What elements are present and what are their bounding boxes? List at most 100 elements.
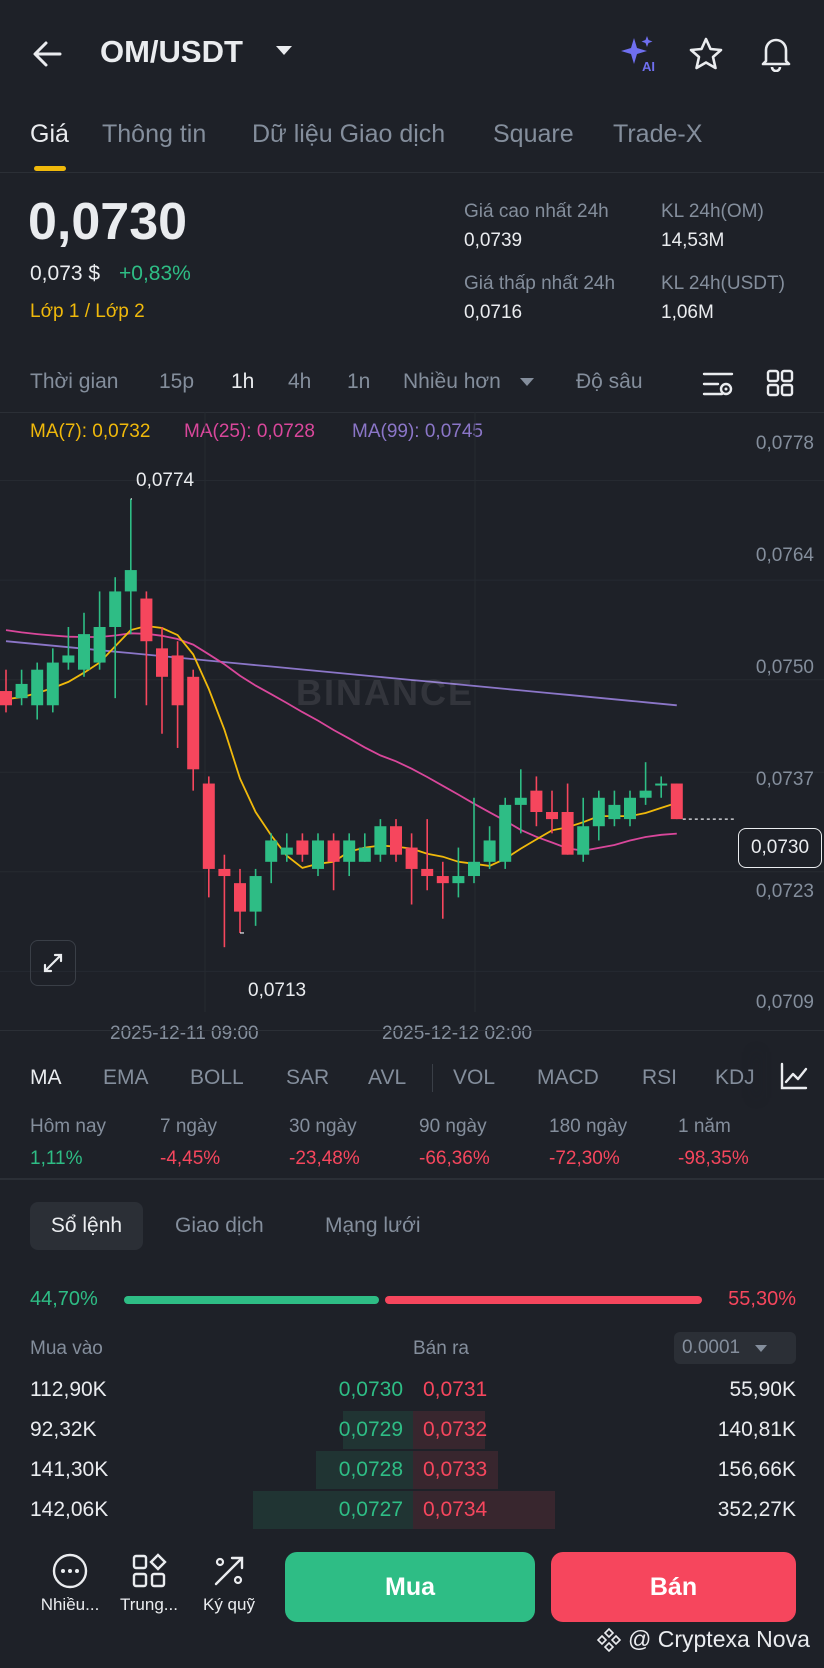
ask-depth-bar xyxy=(413,1411,485,1449)
tf-4h[interactable]: 4h xyxy=(288,370,312,393)
perf-value: -23,48% xyxy=(289,1148,360,1169)
bid-depth-bar xyxy=(316,1451,413,1489)
candle-body xyxy=(468,861,480,877)
indicator-ema[interactable]: EMA xyxy=(103,1066,149,1089)
ask-price[interactable]: 0,0732 xyxy=(423,1418,488,1441)
indicator-kdj[interactable]: KDJ xyxy=(715,1066,755,1089)
candle-body xyxy=(93,627,106,663)
y-tick: 0,0778 xyxy=(755,433,814,454)
low-24h-value: 0,0716 xyxy=(464,302,523,323)
bid-qty: 142,06K xyxy=(30,1498,109,1521)
overlay-watermark: @ Cryptexa Nova xyxy=(596,1626,810,1653)
pair-title[interactable]: OM/USDT xyxy=(100,34,243,69)
candle-body xyxy=(670,783,683,820)
tf-time[interactable]: Thời gian xyxy=(30,370,119,393)
ask-qty: 140,81K xyxy=(717,1418,796,1441)
buy-column-label: Mua vào xyxy=(30,1338,103,1359)
tab-info[interactable]: Thông tin xyxy=(102,120,207,148)
center-button[interactable]: Trung... xyxy=(113,1552,185,1615)
candle-body xyxy=(499,804,512,862)
candle-body xyxy=(561,812,574,855)
bid-qty: 112,90K xyxy=(30,1378,107,1401)
candlestick-chart[interactable] xyxy=(0,412,824,1032)
ma25-line xyxy=(5,629,677,852)
bid-depth-bar xyxy=(253,1491,413,1529)
sell-button[interactable]: Bán xyxy=(551,1552,796,1622)
perf-value: -4,45% xyxy=(160,1148,221,1169)
y-tick: 0,0750 xyxy=(755,657,814,678)
binance-watermark: BINANCE xyxy=(296,672,475,713)
ask-qty: 55,90K xyxy=(729,1378,796,1401)
tab-price[interactable]: Giá xyxy=(30,120,69,148)
tab-trades[interactable]: Giao dịch xyxy=(175,1214,264,1237)
ask-depth-bar xyxy=(413,1451,498,1489)
perf-label: 180 ngày xyxy=(549,1116,628,1137)
ask-depth-bar xyxy=(413,1491,555,1529)
indicator-vol[interactable]: VOL xyxy=(453,1066,496,1089)
tf-1d[interactable]: 1n xyxy=(347,370,371,393)
tab-trade-x[interactable]: Trade-X xyxy=(613,120,703,148)
tf-more[interactable]: Nhiều hơn xyxy=(403,370,501,393)
indicator-sar[interactable]: SAR xyxy=(286,1066,330,1089)
ask-price[interactable]: 0,0731 xyxy=(423,1378,488,1401)
ai-sparkle-icon[interactable]: AI xyxy=(618,34,660,74)
ma99-line xyxy=(5,640,677,707)
bid-price[interactable]: 0,0728 xyxy=(338,1458,403,1481)
tab-network[interactable]: Mạng lưới xyxy=(325,1214,421,1237)
indicator-macd[interactable]: MACD xyxy=(537,1066,599,1089)
vol-om-value: 14,53M xyxy=(661,230,725,251)
perf-label: 90 ngày xyxy=(419,1116,487,1137)
precision-value: 0.0001 xyxy=(682,1337,741,1358)
x-tick: 2025-12-11 09:00 xyxy=(110,1023,259,1044)
indicator-rsi[interactable]: RSI xyxy=(642,1066,678,1089)
candle-body xyxy=(546,812,558,820)
usd-price: 0,073 $ xyxy=(30,262,101,285)
pair-dropdown-icon[interactable] xyxy=(274,44,294,58)
precision-select[interactable]: 0.0001 xyxy=(674,1332,796,1364)
chevron-down-icon xyxy=(755,1344,768,1352)
ask-price[interactable]: 0,0734 xyxy=(423,1498,488,1521)
fullscreen-button[interactable] xyxy=(30,940,76,986)
tf-depth[interactable]: Độ sâu xyxy=(576,370,643,393)
tab-order-book[interactable]: Sổ lệnh xyxy=(30,1202,143,1250)
y-tick: 0,0764 xyxy=(755,545,814,566)
fade xyxy=(766,1052,767,1098)
bid-price[interactable]: 0,0729 xyxy=(338,1418,403,1441)
grid-icon xyxy=(132,1553,167,1588)
indicator-ma[interactable]: MA xyxy=(30,1066,62,1089)
layout-grid-icon[interactable] xyxy=(766,369,794,397)
candle-body xyxy=(655,783,668,786)
bid-price[interactable]: 0,0727 xyxy=(338,1498,403,1521)
star-icon[interactable] xyxy=(688,36,724,72)
tab-trading-data[interactable]: Dữ liệu Giao dịch xyxy=(252,120,446,148)
back-arrow-icon[interactable] xyxy=(30,36,66,72)
tf-1h[interactable]: 1h xyxy=(231,370,255,393)
more-button[interactable]: Nhiều... xyxy=(34,1552,106,1615)
perf-value: -72,30% xyxy=(549,1148,620,1169)
tf-15m[interactable]: 15p xyxy=(159,370,195,393)
indicator-boll[interactable]: BOLL xyxy=(190,1066,244,1089)
perf-label: Hôm nay xyxy=(30,1116,107,1137)
low-24h-label: Giá thấp nhất 24h xyxy=(464,273,616,294)
ma99-label: MA(99): 0,0745 xyxy=(352,421,483,442)
ma7-label: MA(7): 0,0732 xyxy=(30,421,151,442)
bid-price[interactable]: 0,0730 xyxy=(338,1378,403,1401)
margin-button[interactable]: Ký quỹ xyxy=(193,1552,265,1615)
buy-button[interactable]: Mua xyxy=(285,1552,535,1622)
divider xyxy=(0,412,824,413)
tab-square[interactable]: Square xyxy=(493,120,574,148)
watermark-text: @ Cryptexa Nova xyxy=(628,1626,810,1652)
binance-logo-icon xyxy=(596,1627,622,1652)
ask-price[interactable]: 0,0733 xyxy=(423,1458,488,1481)
vol-om-label: KL 24h(OM) xyxy=(661,201,764,222)
indicator-avl[interactable]: AVL xyxy=(368,1066,407,1089)
chart-settings-icon[interactable] xyxy=(702,370,734,398)
high-price-label: 0,0774 xyxy=(136,470,195,491)
ratio-bar-buy xyxy=(124,1296,380,1304)
candle-body xyxy=(296,840,309,855)
indicator-chart-icon[interactable] xyxy=(778,1060,810,1092)
candle-body xyxy=(0,691,12,706)
layer-tag[interactable]: Lớp 1 / Lớp 2 xyxy=(30,301,145,322)
bell-icon[interactable] xyxy=(758,34,794,72)
sell-column-label: Bán ra xyxy=(413,1338,469,1359)
